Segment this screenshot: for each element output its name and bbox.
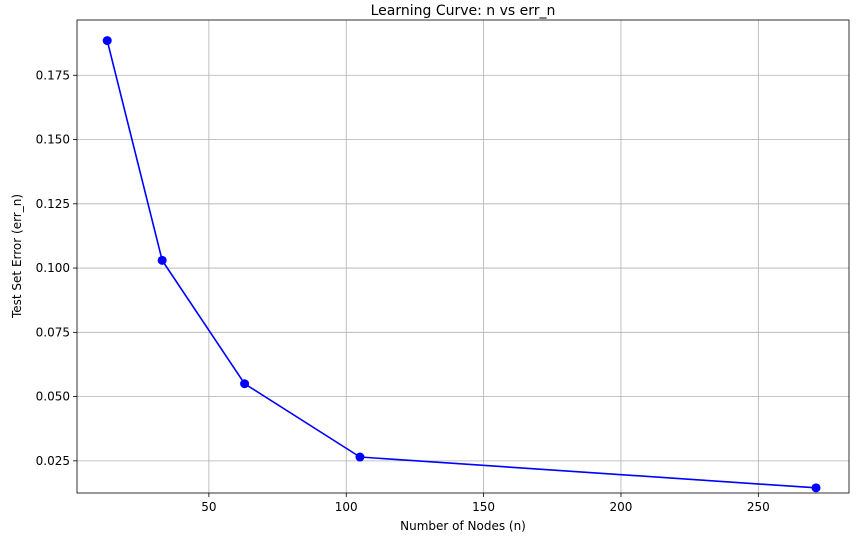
data-point (355, 452, 365, 462)
grid-layer (77, 20, 849, 493)
x-axis-ticks: 50 100 150 200 250 (201, 493, 770, 514)
x-tick-label: 200 (610, 500, 633, 514)
y-tick-label: 0.125 (36, 197, 70, 211)
y-tick-label: 0.025 (36, 454, 70, 468)
plot-frame (76, 19, 850, 494)
y-tick-label: 0.100 (36, 261, 70, 275)
data-point (102, 36, 112, 46)
x-tick-label: 100 (335, 500, 358, 514)
x-tick-label: 150 (472, 500, 495, 514)
data-point (811, 483, 821, 493)
y-tick-label: 0.175 (36, 68, 70, 82)
y-axis-ticks: 0.025 0.050 0.075 0.100 0.125 0.150 0.175 (36, 68, 77, 468)
y-tick-label: 0.050 (36, 390, 70, 404)
y-tick-label: 0.150 (36, 133, 70, 147)
series-line (106, 40, 817, 489)
x-tick-label: 50 (201, 500, 216, 514)
y-tick-label: 0.075 (36, 325, 70, 339)
series-layer (102, 36, 821, 493)
x-tick-label: 250 (747, 500, 770, 514)
x-axis-title: Number of Nodes (n) (400, 519, 526, 533)
y-axis-title: Test Set Error (err_n) (10, 194, 24, 319)
data-point (240, 379, 250, 389)
chart-title: Learning Curve: n vs err_n (371, 3, 556, 19)
data-point (157, 255, 167, 265)
